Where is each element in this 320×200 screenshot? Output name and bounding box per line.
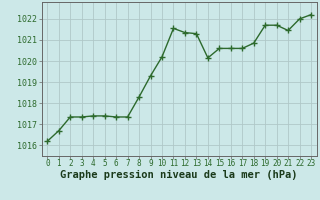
X-axis label: Graphe pression niveau de la mer (hPa): Graphe pression niveau de la mer (hPa) — [60, 170, 298, 180]
